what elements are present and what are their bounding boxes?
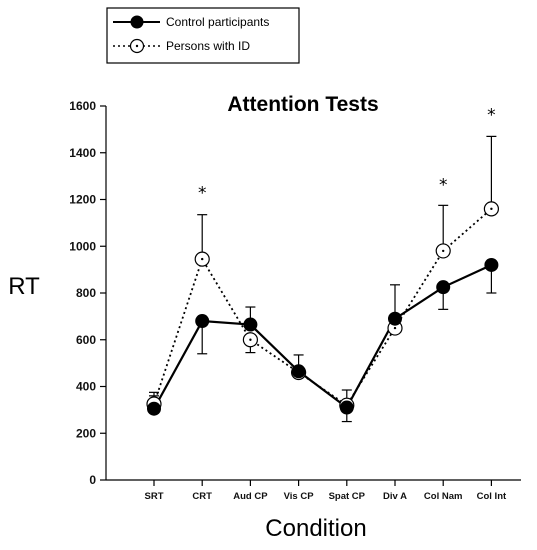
point-dot-persons-with-id-2 [249, 338, 252, 341]
point-control-participants-7 [484, 257, 499, 272]
y-tick-label-0: 0 [89, 473, 96, 487]
y-tick-label-400: 400 [76, 380, 96, 394]
x-tick-label-spat-cp: Spat CP [329, 491, 366, 502]
legend-control-label: Control participants [166, 15, 269, 29]
point-control-participants-5 [388, 311, 402, 326]
significance-star-crt: * [198, 184, 207, 204]
point-control-participants-1 [195, 314, 210, 329]
point-control-participants-6 [436, 280, 451, 295]
point-dot-persons-with-id-5 [393, 326, 397, 330]
legend-entry-control: Control participants [113, 15, 269, 29]
point-control-participants-2 [243, 317, 258, 332]
x-ticks: SRT CRT Aud CP Vis CP Spat CP Div A Col Nam Col… [145, 480, 507, 502]
point-dot-persons-with-id-7 [490, 207, 493, 211]
legend-id-marker-dot [135, 44, 139, 48]
y-tick-label-200: 200 [76, 426, 96, 440]
annotation-layer: * * * [198, 105, 496, 203]
y-ticks: 0 200 400 600 800 1000 1200 1400 1600 [69, 99, 106, 487]
series-layer [146, 135, 499, 423]
y-tick-label-800: 800 [76, 286, 96, 300]
series-markers [146, 201, 499, 416]
x-axis-title: Condition [265, 515, 366, 542]
x-tick-label-crt: CRT [192, 491, 212, 502]
series-lines [153, 208, 492, 410]
y-tick-label-1400: 1400 [69, 146, 96, 160]
significance-star-col-nam: * [439, 175, 448, 195]
y-tick-label-1600: 1600 [69, 99, 96, 113]
y-tick-label-1200: 1200 [69, 193, 96, 207]
y-tick-label-600: 600 [76, 333, 96, 347]
x-tick-label-div-a: Div A [383, 491, 407, 502]
chart-title: Attention Tests [227, 93, 378, 116]
y-tick-label-1000: 1000 [69, 239, 96, 253]
x-tick-label-srt: SRT [145, 491, 164, 502]
point-control-participants-0 [147, 401, 161, 416]
series-line-control-participants [153, 263, 492, 410]
legend-id-label: Persons with ID [166, 39, 250, 53]
x-tick-label-col-nam: Col Nam [424, 491, 463, 502]
legend: Control participants Persons with ID [106, 7, 300, 64]
legend-control-marker [130, 15, 144, 29]
series-line-persons-with-id [153, 208, 492, 407]
significance-star-col-int: * [487, 105, 496, 125]
x-tick-label-vis-cp: Vis CP [284, 491, 315, 502]
legend-entry-persons-with-id: Persons with ID [113, 38, 250, 54]
point-dot-persons-with-id-6 [442, 249, 445, 253]
point-control-participants-3 [291, 364, 306, 379]
y-axis-title: RT [8, 273, 40, 300]
point-dot-persons-with-id-1 [201, 257, 204, 261]
point-control-participants-4 [339, 400, 354, 415]
x-tick-label-col-int: Col Int [477, 491, 507, 502]
x-tick-label-aud-cp: Aud CP [233, 491, 268, 502]
